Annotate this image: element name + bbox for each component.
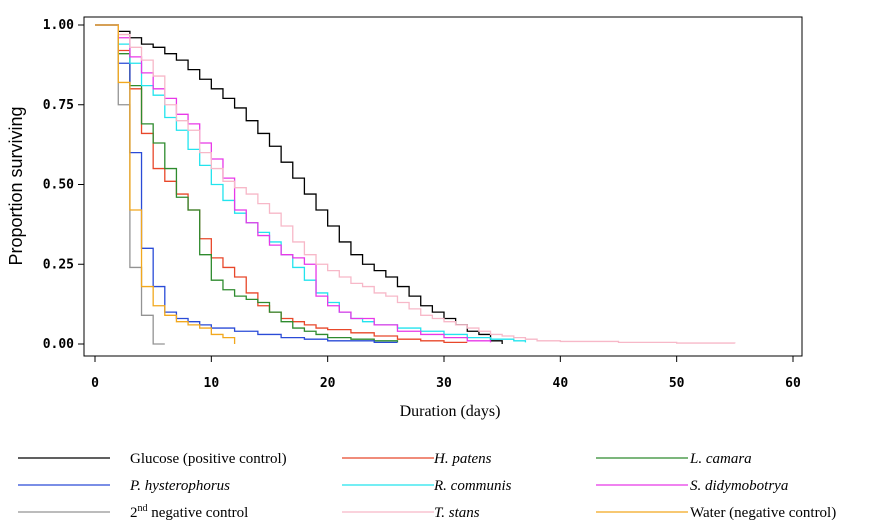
x-tick-label: 10	[204, 376, 220, 391]
series-line-glucose-positive-control	[95, 24, 503, 344]
legend-label: S. didymobotrya	[690, 478, 788, 494]
series-line-p-hysterophorus	[95, 24, 398, 344]
legend-label: H. patens	[433, 451, 492, 467]
series-line-t-stans	[95, 24, 736, 344]
x-tick-label: 0	[91, 376, 99, 391]
x-tick-label: 20	[320, 376, 336, 391]
series-line-water-negative-control	[95, 24, 236, 344]
y-tick-label: 0.50	[43, 178, 74, 193]
x-axis-title: Duration (days)	[400, 403, 501, 420]
series-line-r-communis	[95, 24, 527, 343]
x-tick-label: 40	[553, 376, 569, 391]
y-tick-label: 1.00	[43, 18, 74, 33]
legend-label: P. hysterophorus	[129, 478, 230, 494]
x-axis: 0 10 20 30 40 50 60	[91, 356, 801, 391]
legend-label: Water (negative control)	[690, 505, 836, 520]
legend-label: 2nd negative control	[130, 503, 248, 520]
series-line-h-patens	[95, 24, 468, 344]
legend-label: R. communis	[433, 478, 512, 494]
y-axis-title: Proportion surviving	[6, 106, 26, 265]
y-tick-label: 0.75	[43, 98, 74, 113]
legend-label: T. stans	[434, 505, 480, 520]
x-tick-label: 60	[785, 376, 801, 391]
x-tick-label: 30	[436, 376, 452, 391]
y-axis: 0.00 0.25 0.50 0.75 1.00	[43, 18, 84, 352]
series-line-s-didymobotrya	[95, 24, 492, 343]
x-tick-label: 50	[669, 376, 685, 391]
legend-label: L. camara	[689, 451, 752, 467]
series-line-l-camara	[95, 24, 399, 343]
y-tick-label: 0.25	[43, 257, 74, 272]
legend-label: Glucose (positive control)	[130, 451, 287, 467]
plot-frame	[83, 16, 803, 357]
series-lines	[95, 24, 736, 345]
y-tick-label: 0.00	[43, 337, 74, 352]
legend: Glucose (positive control) H. patens L. ca…	[18, 451, 836, 520]
